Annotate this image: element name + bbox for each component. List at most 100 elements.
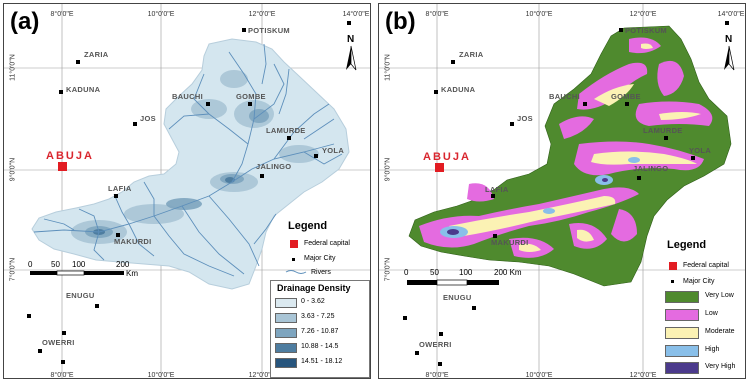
map-panel-b: (b) 8°0'0"E 10°0'0"E 12°0'0"E 14°0'0"E 8… bbox=[378, 3, 746, 379]
lon-label-top: 8°0'0"E bbox=[425, 11, 449, 18]
city-label-owerri: OWERRI bbox=[419, 340, 452, 349]
density-swatch bbox=[275, 328, 297, 338]
city-label-enugu: ENUGU bbox=[443, 293, 472, 302]
density-class-row: 10.88 - 14.5 bbox=[275, 342, 370, 354]
city-label-jos: JOS bbox=[517, 114, 533, 123]
lon-label-bottom: 10°0'0"E bbox=[147, 372, 175, 379]
legend-major-city: Major City bbox=[683, 278, 715, 285]
level-swatch bbox=[665, 362, 699, 374]
city-label-makurdi: MAKURDI bbox=[114, 237, 152, 246]
city-label-bauchi: BAUCHI bbox=[172, 92, 203, 101]
density-class-row: 14.51 - 18.12 bbox=[275, 357, 370, 369]
north-label: N bbox=[725, 34, 733, 45]
lat-label: 9°0'0"N bbox=[384, 157, 392, 182]
abuja-marker bbox=[58, 162, 67, 171]
scale-tick: 100 bbox=[459, 268, 473, 277]
capital-label: ABUJA bbox=[423, 151, 471, 163]
city-label-lamurde: LAMURDE bbox=[643, 126, 683, 135]
level-row: Moderate bbox=[665, 326, 745, 340]
density-class-label: 10.88 - 14.5 bbox=[301, 343, 339, 350]
north-label: N bbox=[347, 34, 355, 45]
lon-label-bottom: 8°0'0"E bbox=[50, 372, 74, 379]
lon-label-top: 14°0'0"E bbox=[717, 11, 745, 18]
legend-federal-capital: Federal capital bbox=[304, 240, 350, 247]
lon-label-top: 8°0'0"E bbox=[50, 11, 74, 18]
capital-label: ABUJA bbox=[46, 150, 94, 162]
city-label-lafia: LAFIA bbox=[108, 184, 132, 193]
level-label: Low bbox=[705, 310, 718, 317]
city-label-zaria: ZARIA bbox=[84, 50, 109, 59]
density-class-label: 0 - 3.62 bbox=[301, 298, 325, 305]
river-network bbox=[33, 43, 343, 277]
map-panel-a: (a) 8°0'0"E 10°0'0"E 12°0'0"E 14°0'0"E 8… bbox=[3, 3, 371, 379]
level-row: Very High bbox=[665, 361, 745, 375]
drainage-density-map bbox=[4, 4, 370, 378]
level-swatch bbox=[665, 309, 699, 321]
density-swatch bbox=[275, 313, 297, 323]
scale-tick: 50 bbox=[430, 268, 439, 277]
city-label-makurdi: MAKURDI bbox=[491, 238, 529, 247]
lon-label-bottom: 10°0'0"E bbox=[525, 372, 553, 379]
density-class-label: 7.26 - 10.87 bbox=[301, 328, 339, 335]
level-label: Very Low bbox=[705, 292, 734, 299]
level-label: Moderate bbox=[705, 328, 735, 335]
lon-label-bottom: 8°0'0"E bbox=[425, 372, 449, 379]
north-arrow-icon bbox=[724, 45, 735, 71]
density-swatch bbox=[275, 358, 297, 368]
scale-tick: 200 Km bbox=[494, 268, 522, 277]
scale-tick: 50 bbox=[51, 260, 60, 269]
panel-label-b: (b) bbox=[385, 8, 416, 35]
lon-label-top: 10°0'0"E bbox=[147, 11, 175, 18]
density-class-label: 14.51 - 18.12 bbox=[301, 358, 343, 365]
lon-label-top: 12°0'0"E bbox=[248, 11, 276, 18]
level-swatch bbox=[665, 345, 699, 357]
level-row: Very Low bbox=[665, 290, 745, 304]
level-label: Very High bbox=[705, 363, 736, 370]
lon-label-top: 14°0'0"E bbox=[342, 11, 370, 18]
scale-tick: 200 bbox=[116, 260, 130, 269]
city-label-potiskum: POTISKUM bbox=[625, 26, 667, 35]
density-swatch bbox=[275, 343, 297, 353]
city-label-gombe: GOMBE bbox=[611, 92, 641, 101]
lon-label-bottom: 12°0'0"E bbox=[248, 372, 276, 379]
lon-label-top: 12°0'0"E bbox=[629, 11, 657, 18]
city-label-jos: JOS bbox=[140, 114, 156, 123]
lat-label: 11°0'0"N bbox=[384, 54, 392, 81]
abuja-marker bbox=[435, 163, 444, 172]
level-row: High bbox=[665, 344, 745, 358]
lat-label: 11°0'0"N bbox=[9, 54, 17, 81]
scale-tick: 100 bbox=[72, 260, 86, 269]
level-swatch bbox=[665, 291, 699, 303]
city-label-lamurde: LAMURDE bbox=[266, 126, 306, 135]
city-label-jalingo: JALINGO bbox=[256, 162, 292, 171]
density-class-label: 3.63 - 7.25 bbox=[301, 313, 335, 320]
city-label-jalingo: JALINGO bbox=[633, 164, 669, 173]
scale-unit: Km bbox=[126, 269, 138, 278]
basin-area bbox=[31, 38, 350, 290]
city-label-kaduna: KADUNA bbox=[441, 85, 476, 94]
city-label-kaduna: KADUNA bbox=[66, 85, 101, 94]
city-label-enugu: ENUGU bbox=[66, 291, 95, 300]
level-label: High bbox=[705, 346, 720, 353]
lon-label-top: 10°0'0"E bbox=[525, 11, 553, 18]
density-class-row: 0 - 3.62 bbox=[275, 297, 370, 309]
lat-label: 7°0'0"N bbox=[9, 257, 17, 282]
scale-bar bbox=[407, 279, 499, 286]
city-label-potiskum: POTISKUM bbox=[248, 26, 290, 35]
city-label-yola: YOLA bbox=[322, 146, 345, 155]
city-label-lafia: LAFIA bbox=[485, 185, 509, 194]
city-label-zaria: ZARIA bbox=[459, 50, 484, 59]
density-swatch bbox=[275, 298, 297, 308]
city-label-bauchi: BAUCHI bbox=[549, 92, 580, 101]
panel-label-a: (a) bbox=[10, 8, 40, 35]
legend-federal-capital: Federal capital bbox=[683, 262, 729, 269]
legend-title: Legend bbox=[667, 239, 707, 251]
drainage-density-title: Drainage Density bbox=[277, 283, 351, 293]
lat-label: 9°0'0"N bbox=[9, 157, 17, 182]
city-label-yola: YOLA bbox=[689, 146, 712, 155]
lon-label-bottom: 12°0'0"E bbox=[629, 372, 657, 379]
city-label-owerri: OWERRI bbox=[42, 338, 75, 347]
north-arrow-icon bbox=[346, 45, 357, 71]
level-row: Low bbox=[665, 308, 745, 322]
scale-tick: 0 bbox=[28, 260, 33, 269]
